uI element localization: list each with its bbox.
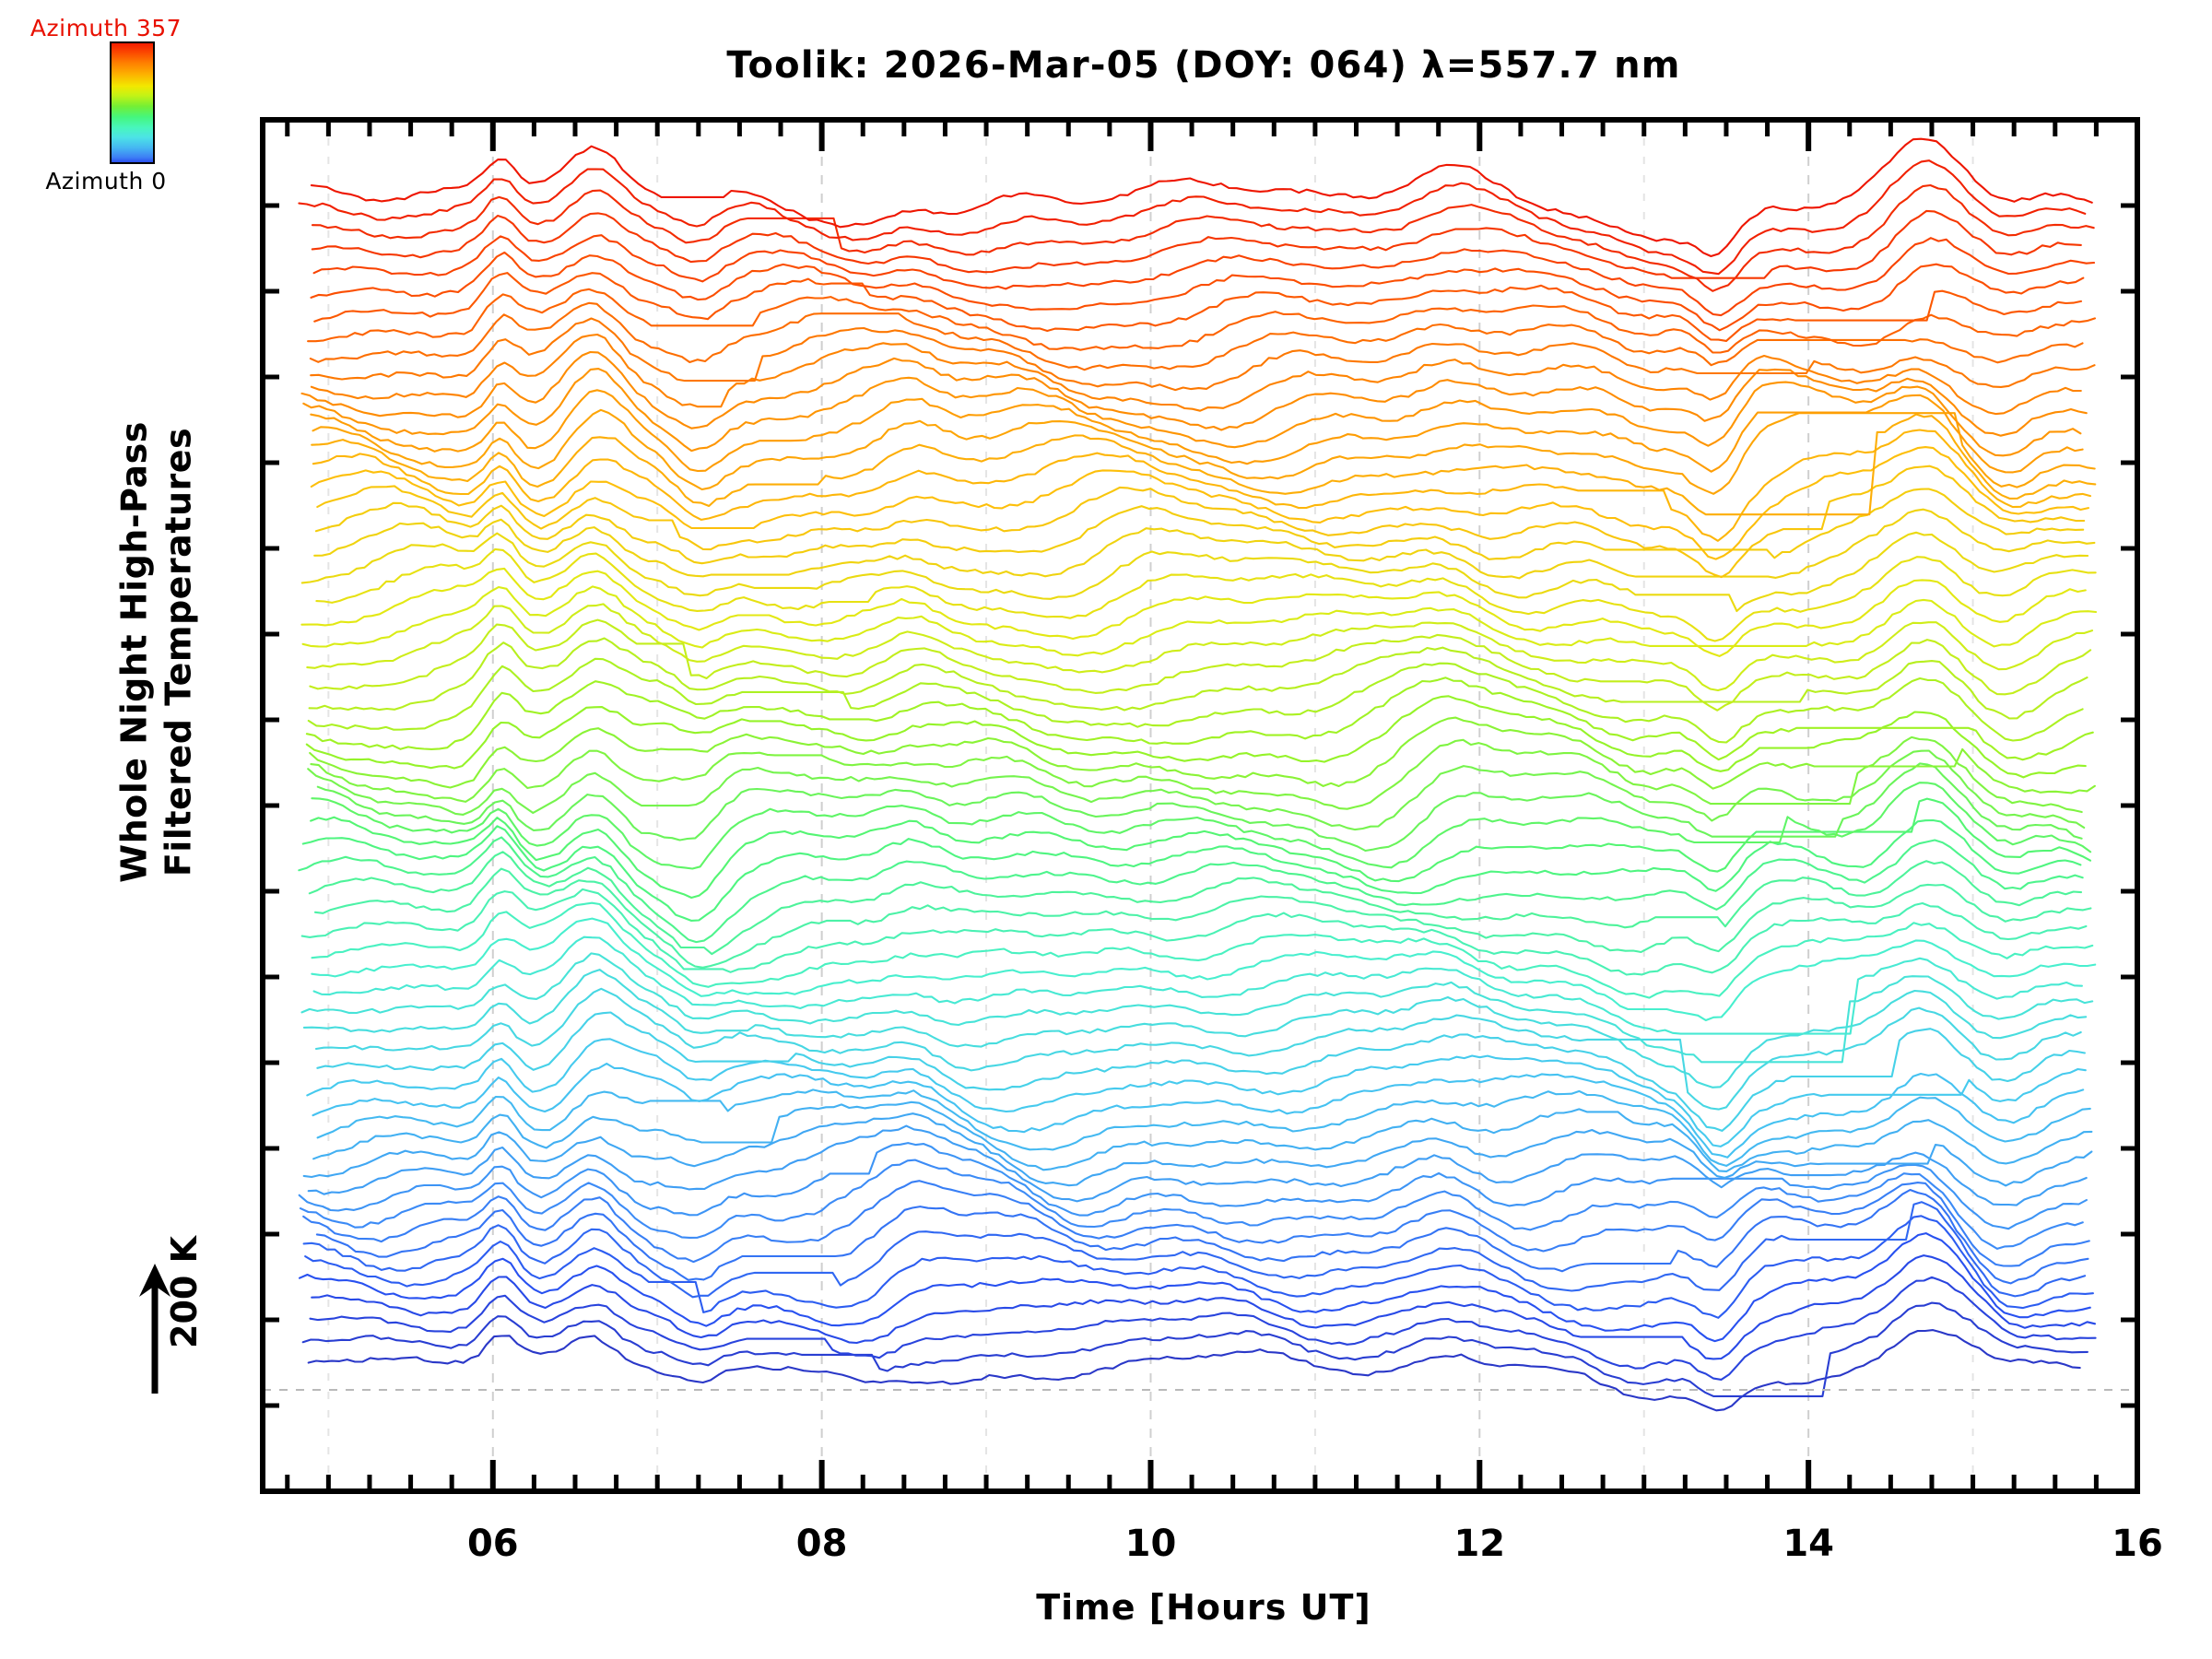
trace-line [308, 851, 2083, 956]
trace-line [301, 585, 2098, 657]
trace-line [310, 797, 2092, 900]
trace-line [315, 547, 2097, 642]
trace-line [298, 1232, 2091, 1343]
trace-line [307, 1329, 2081, 1412]
trace-line [309, 301, 2084, 371]
trace-line [302, 1112, 2093, 1187]
page-title: Toolik: 2026-Mar-05 (DOY: 064) λ=557.7 n… [726, 44, 1681, 87]
trace-line [307, 1124, 2088, 1206]
trace-line [309, 1276, 2097, 1381]
trace-line [311, 1254, 2097, 1360]
x-tick-label: 06 [467, 1523, 519, 1565]
trace-line [311, 413, 2097, 516]
trace-line [309, 618, 2092, 712]
colorbar-max-label: Azimuth 357 [29, 15, 182, 41]
trace-line [313, 508, 2096, 580]
trace-line [300, 350, 2088, 437]
trace-line [311, 917, 2097, 1022]
trace-line [298, 836, 2084, 944]
trace-line [301, 1301, 2088, 1397]
trace-line [316, 1088, 2091, 1167]
trace-line [301, 818, 2082, 922]
x-axis-title: Time [Hours UT] [1036, 1587, 1371, 1628]
colorbar-min-label: Azimuth 0 [45, 168, 167, 194]
trace-line [299, 1159, 2084, 1250]
trace-line [310, 389, 2084, 474]
trace-line [314, 987, 2082, 1111]
x-tick-label: 08 [796, 1523, 848, 1565]
trace-line [307, 749, 2086, 831]
trace-line [312, 1100, 2093, 1172]
trace-line [312, 234, 2096, 317]
trace-line [300, 567, 2087, 657]
trace-line [302, 969, 2088, 1088]
trace-line [311, 782, 2092, 870]
trace-line [308, 637, 2088, 720]
trace-line [313, 272, 2083, 342]
trace-line [310, 446, 2089, 560]
trace-line [310, 137, 2093, 258]
trace-line [312, 1062, 2085, 1159]
trace-line [311, 901, 2094, 999]
plot-frame [260, 117, 2140, 1494]
scale-bar-arrow [139, 1264, 171, 1394]
trace-line [311, 183, 2095, 292]
trace-line [311, 209, 2082, 279]
trace-line [316, 762, 2083, 853]
trace-line [315, 1188, 2089, 1285]
trace-line [302, 1180, 2090, 1267]
azimuth-colorbar-legend: Azimuth 357 Azimuth 0 [0, 0, 249, 203]
x-axis-tick-labels: 06 08 10 12 14 16 [467, 1523, 2163, 1565]
trace-line [310, 251, 2085, 332]
trace-line [314, 488, 2085, 565]
x-tick-label: 14 [1783, 1523, 1834, 1565]
trace-line [298, 159, 2087, 276]
trace-line [312, 408, 2096, 495]
trace-line [300, 531, 2089, 613]
trace-line [312, 935, 2083, 1035]
axis-ticks [263, 120, 2140, 1491]
trace-line [300, 952, 2094, 1064]
trace-line [310, 333, 2082, 416]
trace-line [310, 317, 2096, 392]
x-tick-label: 12 [1453, 1523, 1505, 1565]
trace-line [316, 1011, 2086, 1132]
trace-line [298, 1142, 2088, 1230]
trace-line [305, 677, 2094, 761]
trace-line [310, 735, 2083, 814]
x-tick-label: 10 [1125, 1523, 1177, 1565]
trace-line [309, 716, 2096, 794]
trace-line [307, 657, 2084, 744]
trace-line [306, 1038, 2087, 1147]
trace-line [302, 368, 2082, 457]
x-tick-label: 16 [2112, 1523, 2163, 1565]
data-traces [298, 137, 2098, 1412]
colorbar-gradient-swatch [110, 41, 155, 164]
trace-line [302, 1201, 2087, 1299]
trace-line [307, 288, 2097, 354]
trace-line [306, 603, 2094, 692]
trace-line [304, 1215, 2094, 1319]
trace-line [300, 888, 2088, 976]
trace-line [312, 429, 2092, 542]
trace-line [305, 695, 2087, 779]
trace-line [313, 867, 2092, 969]
trace-line [316, 465, 2086, 579]
